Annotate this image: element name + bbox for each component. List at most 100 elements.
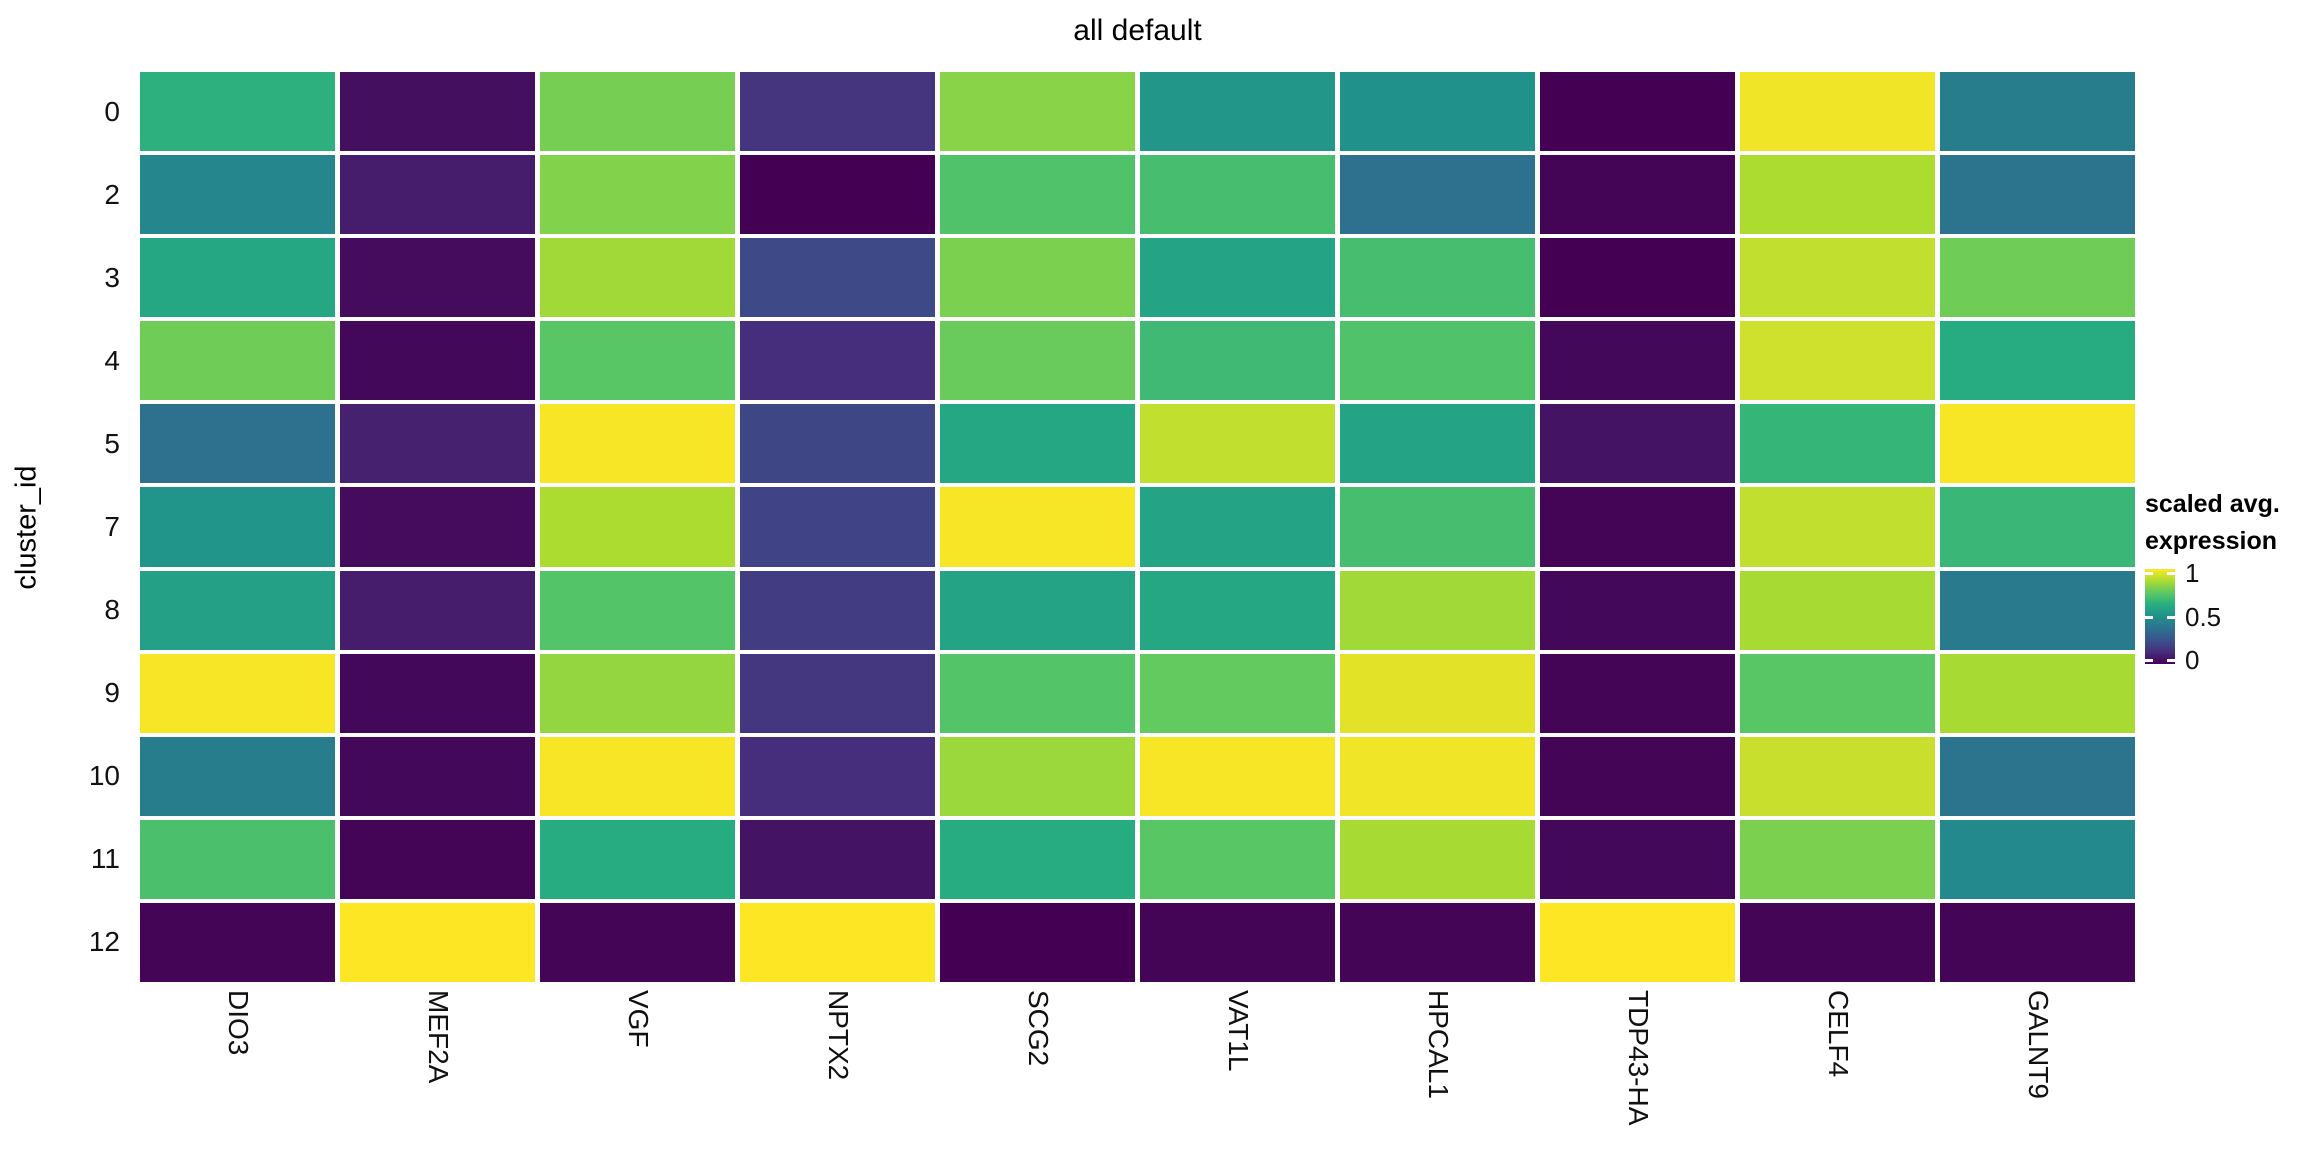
heatmap-cell-cluster4-DIO3: [140, 321, 335, 401]
heatmap-cell-cluster5-SCG2: [940, 404, 1135, 484]
heatmap-cell-cluster3-SCG2: [940, 238, 1135, 318]
y-tick-label-2: 2: [104, 178, 120, 210]
y-tick-label-10: 10: [88, 760, 120, 792]
heatmap-cell-cluster12-NPTX2: [740, 902, 935, 982]
heatmap-cell-cluster2-VAT1L: [1140, 155, 1335, 235]
heatmap-cell-cluster0-GALNT9: [1940, 72, 2135, 152]
heatmap-cell-cluster3-MEF2A: [340, 238, 535, 318]
heatmap-cell-cluster9-TDP43-HA: [1540, 653, 1735, 733]
heatmap-cell-cluster0-DIO3: [140, 72, 335, 152]
heatmap-cell-cluster7-CELF4: [1740, 487, 1935, 567]
heatmap-cell-cluster11-MEF2A: [340, 819, 535, 899]
heatmap-cell-cluster0-VAT1L: [1140, 72, 1335, 152]
heatmap-cell-cluster11-SCG2: [940, 819, 1135, 899]
legend: scaled avg. expression 1 0.5 0: [2145, 486, 2303, 674]
heatmap-cell-cluster11-VAT1L: [1140, 819, 1335, 899]
heatmap-cell-cluster0-SCG2: [940, 72, 1135, 152]
x-tick-CELF4: CELF4: [1740, 988, 1935, 1152]
heatmap-cell-cluster8-CELF4: [1740, 570, 1935, 650]
x-tick-label-NPTX2: NPTX2: [822, 990, 854, 1081]
x-tick-NPTX2: NPTX2: [740, 988, 935, 1152]
heatmap-cell-cluster4-HPCAL1: [1340, 321, 1535, 401]
heatmap-cell-cluster12-HPCAL1: [1340, 902, 1535, 982]
heatmap-cell-cluster9-GALNT9: [1940, 653, 2135, 733]
y-tick-label-7: 7: [104, 511, 120, 543]
heatmap-cell-cluster2-TDP43-HA: [1540, 155, 1735, 235]
heatmap-cell-cluster12-VGF: [540, 902, 735, 982]
x-tick-label-GALNT9: GALNT9: [2022, 990, 2054, 1099]
heatmap-cell-cluster12-DIO3: [140, 902, 335, 982]
heatmap-cell-cluster10-NPTX2: [740, 736, 935, 816]
heatmap-cell-cluster9-DIO3: [140, 653, 335, 733]
heatmap-cell-cluster4-GALNT9: [1940, 321, 2135, 401]
y-tick-label-0: 0: [104, 95, 120, 127]
heatmap-cell-cluster8-HPCAL1: [1340, 570, 1535, 650]
heatmap-cell-cluster2-SCG2: [940, 155, 1135, 235]
heatmap-cell-cluster2-GALNT9: [1940, 155, 2135, 235]
heatmap-cell-cluster12-VAT1L: [1140, 902, 1335, 982]
heatmap-cell-cluster5-CELF4: [1740, 404, 1935, 484]
heatmap-cell-cluster8-VGF: [540, 570, 735, 650]
x-tick-label-VGF: VGF: [622, 990, 654, 1048]
heatmap-cell-cluster0-NPTX2: [740, 72, 935, 152]
heatmap-cell-cluster10-VGF: [540, 736, 735, 816]
y-tick-label-11: 11: [90, 843, 120, 875]
heatmap-cell-cluster9-HPCAL1: [1340, 653, 1535, 733]
heatmap-cell-cluster8-SCG2: [940, 570, 1135, 650]
heatmap-cell-cluster12-MEF2A: [340, 902, 535, 982]
heatmap-cell-cluster12-TDP43-HA: [1540, 902, 1735, 982]
heatmap-cell-cluster7-MEF2A: [340, 487, 535, 567]
legend-tick-mark-0.5: [2145, 616, 2153, 619]
heatmap-cell-cluster11-CELF4: [1740, 819, 1935, 899]
heatmap-cell-cluster9-MEF2A: [340, 653, 535, 733]
x-tick-VAT1L: VAT1L: [1140, 988, 1335, 1152]
x-axis-tick-labels: DIO3 MEF2A VGF NPTX2 SCG2 VAT1L HPCAL1 TDP43-HA…: [140, 988, 2135, 1152]
heatmap-cell-cluster4-NPTX2: [740, 321, 935, 401]
heatmap-cell-cluster12-SCG2: [940, 902, 1135, 982]
heatmap-cell-cluster0-TDP43-HA: [1540, 72, 1735, 152]
heatmap-cell-cluster9-SCG2: [940, 653, 1135, 733]
x-tick-label-DIO3: DIO3: [222, 990, 254, 1056]
heatmap-cell-cluster10-TDP43-HA: [1540, 736, 1735, 816]
heatmap-cell-cluster8-NPTX2: [740, 570, 935, 650]
heatmap-cell-cluster4-SCG2: [940, 321, 1135, 401]
y-tick-label-8: 8: [104, 594, 120, 626]
x-tick-label-HPCAL1: HPCAL1: [1422, 990, 1454, 1099]
x-tick-label-MEF2A: MEF2A: [422, 990, 454, 1084]
heatmap-cell-cluster11-DIO3: [140, 819, 335, 899]
heatmap-cell-cluster5-VGF: [540, 404, 735, 484]
heatmap-cell-cluster3-VAT1L: [1140, 238, 1335, 318]
heatmap-cell-cluster2-MEF2A: [340, 155, 535, 235]
x-tick-label-VAT1L: VAT1L: [1222, 990, 1254, 1072]
heatmap-cell-cluster7-GALNT9: [1940, 487, 2135, 567]
legend-tick-mark-0: [2145, 659, 2153, 662]
heatmap-cell-cluster2-HPCAL1: [1340, 155, 1535, 235]
heatmap-cell-cluster11-NPTX2: [740, 819, 935, 899]
heatmap-cell-cluster9-NPTX2: [740, 653, 935, 733]
heatmap-cell-cluster4-MEF2A: [340, 321, 535, 401]
heatmap-cell-cluster3-NPTX2: [740, 238, 935, 318]
heatmap-cell-cluster10-SCG2: [940, 736, 1135, 816]
heatmap-cell-cluster0-CELF4: [1740, 72, 1935, 152]
heatmap-cell-cluster10-DIO3: [140, 736, 335, 816]
x-tick-DIO3: DIO3: [140, 988, 335, 1152]
heatmap-cell-cluster12-GALNT9: [1940, 902, 2135, 982]
heatmap-cell-cluster11-TDP43-HA: [1540, 819, 1735, 899]
heatmap-cell-cluster7-VGF: [540, 487, 735, 567]
heatmap-cell-cluster8-MEF2A: [340, 570, 535, 650]
y-tick-label-4: 4: [104, 344, 120, 376]
heatmap-cell-cluster7-VAT1L: [1140, 487, 1335, 567]
heatmap-cell-cluster3-TDP43-HA: [1540, 238, 1735, 318]
heatmap-cell-cluster11-VGF: [540, 819, 735, 899]
heatmap-cell-cluster3-HPCAL1: [1340, 238, 1535, 318]
legend-tick-mark-1: [2167, 572, 2175, 575]
heatmap-cell-cluster2-DIO3: [140, 155, 335, 235]
heatmap-cell-cluster10-GALNT9: [1940, 736, 2135, 816]
heatmap-cell-cluster10-HPCAL1: [1340, 736, 1535, 816]
heatmap-cell-cluster10-VAT1L: [1140, 736, 1335, 816]
heatmap-cell-cluster12-CELF4: [1740, 902, 1935, 982]
x-tick-HPCAL1: HPCAL1: [1340, 988, 1535, 1152]
heatmap-cell-cluster5-DIO3: [140, 404, 335, 484]
heatmap-cell-cluster5-HPCAL1: [1340, 404, 1535, 484]
x-tick-TDP43-HA: TDP43-HA: [1540, 988, 1735, 1152]
